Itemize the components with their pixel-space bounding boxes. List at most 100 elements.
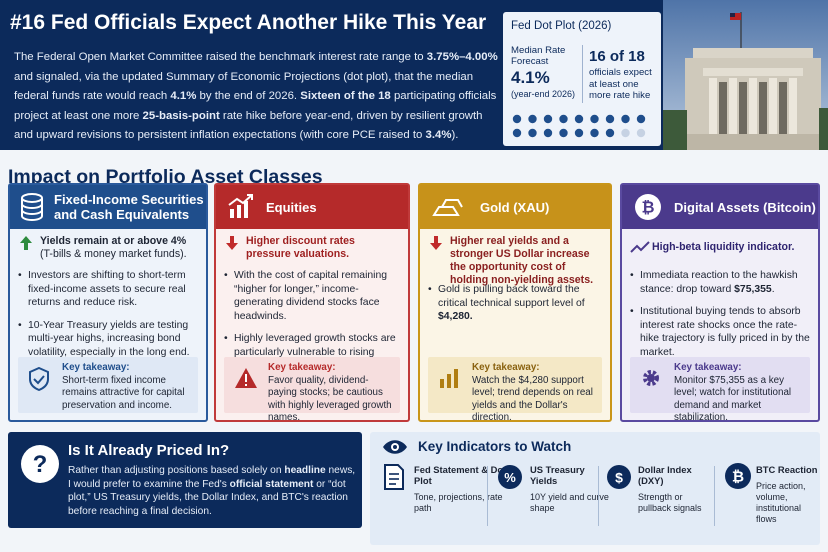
bullet: With the cost of capital remaining “high…: [224, 269, 400, 323]
dot: [605, 114, 615, 124]
card-gold: Gold (XAU) Higher real yields and a stro…: [418, 183, 612, 423]
indicator-title: US Treasury Yields: [530, 464, 585, 486]
dot: [590, 114, 599, 124]
dot: [528, 128, 537, 138]
svg-text:₿: ₿: [732, 468, 744, 486]
indicators-title: Key Indicators to Watch: [418, 439, 572, 454]
fed-building: [663, 0, 828, 150]
title: #16 Fed Officials Expect Another Hike Th…: [10, 11, 487, 34]
down-arrow: [226, 236, 238, 250]
indicator-title: Dollar Index (DXY): [638, 464, 692, 486]
text: by the end of 2026.: [196, 90, 301, 102]
dot: [512, 114, 522, 124]
bullet: Immediata reaction to the hawkish stance…: [630, 269, 810, 296]
dot: [559, 128, 568, 138]
indicator-text: 10Y yield and curve shape: [530, 492, 609, 513]
dot: [574, 128, 584, 138]
indicator-title: BTC Reaction: [756, 464, 818, 475]
doc-icon: [384, 464, 404, 490]
up-arrow: [20, 236, 32, 250]
median-note: (year-end 2026): [511, 89, 576, 99]
dot: [559, 114, 568, 124]
indicator: US Treasury Yields 10Y yield and curve sh…: [530, 464, 610, 514]
coins-icon: [21, 193, 43, 222]
card-headline: Yields remain at or above 4% (T-bills & …: [18, 235, 198, 261]
svg-text:?: ?: [33, 451, 48, 478]
bold-text: 3.4%: [425, 129, 452, 141]
text: or “dot plot,” US Treasury yields, the D…: [68, 478, 348, 517]
takeaway: Key takeaway: Short-term fixed income re…: [18, 357, 198, 413]
gear-icon: [643, 370, 659, 386]
indicator-text: Strength or pullback signals: [638, 492, 702, 513]
text: With the cost of capital remaining “high…: [234, 270, 388, 322]
text: ).: [451, 129, 459, 141]
headline-text: Higher real yields and a stronger US Dol…: [450, 235, 594, 286]
takeaway: Key takeaway: Monitor $75,355 as a key l…: [630, 357, 810, 423]
dot-plot-box: Fed Dot Plot (2026) Median Rate Forecast…: [503, 12, 661, 146]
takeaway-label: Key takeaway:: [674, 362, 742, 373]
headline-text: Higher discount rates pressure valuation…: [246, 235, 355, 260]
bold-text: $4,280.: [438, 311, 473, 322]
shield-icon: [29, 367, 49, 391]
dot: [621, 128, 630, 138]
text: participating officials project at least…: [14, 90, 497, 122]
btc-icon: ₿: [725, 463, 751, 489]
bullet: Gold is pulling back toward the critical…: [428, 283, 602, 324]
bold-text: 4.1%: [170, 90, 197, 102]
svg-text:%: %: [504, 470, 516, 485]
dots: [512, 114, 646, 138]
indicator: BTC Reaction Price action, volume, instit…: [756, 464, 820, 525]
text: The Federal Open Market Committee raised…: [14, 51, 427, 63]
svg-text:$: $: [615, 470, 623, 486]
text: news, I would prefer to examine the Fed'…: [68, 465, 356, 490]
section-title: Impact on Portfolio Asset Classes: [8, 166, 323, 188]
indicator: Fed Statement & Dot Plot Tone, projection…: [414, 464, 522, 514]
card-headline: Higher discount rates pressure valuation…: [224, 235, 400, 261]
priced-in-box: ? Is It Already Priced In? Rather than a…: [8, 432, 362, 528]
card-headline: Higher real yields and a stronger US Dol…: [428, 235, 602, 287]
takeaway-text: Short-term fixed income remains attracti…: [62, 374, 185, 411]
median-label: Median Rate Forecast: [511, 45, 566, 67]
takeaway-text: Monitor $75,355 as a key level; watch fo…: [674, 374, 792, 424]
bold-text: Sixteen of the 18: [300, 90, 391, 102]
priced-in-title: Is It Already Priced In?: [68, 442, 230, 459]
text: Gold is pulling back toward the critical…: [438, 284, 585, 309]
count-note: officials expect at least one more rate …: [589, 67, 652, 101]
indicator: Dollar Index (DXY) Strength or pullback s…: [638, 464, 712, 514]
question-icon: ?: [21, 445, 59, 483]
bold-text: official statement: [229, 478, 314, 490]
percent-icon: %: [498, 465, 522, 489]
divider: [582, 45, 583, 103]
headline-text: Yields remain at or above 4%: [40, 235, 187, 247]
card-header: ₿ Digital Assets (Bitcoin): [622, 185, 818, 229]
indicators-box: Key Indicators to Watch: [370, 432, 820, 545]
divider: [598, 466, 599, 526]
gold-icon: [432, 199, 463, 216]
dot: [605, 128, 615, 138]
count-label: 16 of 18: [589, 48, 645, 65]
bitcoin-icon: ₿: [635, 194, 661, 220]
card-title: Gold (XAU): [480, 199, 550, 215]
bullet: Institutional buying tends to absorb int…: [630, 305, 810, 359]
card-headline: High-beta liquidity indicator.: [630, 241, 810, 254]
dot: [574, 114, 584, 124]
card-fixed-income: Fixed-Income Securities and Cash Equival…: [8, 183, 208, 422]
dot-plot-title: Fed Dot Plot (2026): [511, 20, 612, 32]
text: .: [771, 283, 775, 295]
dot: [528, 114, 537, 124]
bullets: Immediata reaction to the hawkish stance…: [630, 269, 810, 368]
priced-in-text: Rather than adjusting positions based so…: [68, 464, 356, 518]
card-equities: Equities Higher discount rates pressure …: [214, 183, 410, 423]
dot: [621, 114, 630, 124]
dollar-icon: $: [607, 465, 631, 489]
text: and signaled, via the updated Summary of…: [14, 70, 474, 103]
svg-text:₿: ₿: [641, 198, 654, 217]
takeaway: Key takeaway: Watch the $4,280 support l…: [428, 357, 602, 423]
dot: [636, 128, 646, 138]
bullet: 10-Year Treasury yields are testing mult…: [18, 319, 198, 360]
takeaway: Key takeaway: Favor quality, dividend-pa…: [224, 357, 400, 423]
divider: [487, 466, 488, 526]
dot: [512, 128, 522, 138]
indicator-text: Price action, volume, institutional flow…: [756, 481, 806, 524]
